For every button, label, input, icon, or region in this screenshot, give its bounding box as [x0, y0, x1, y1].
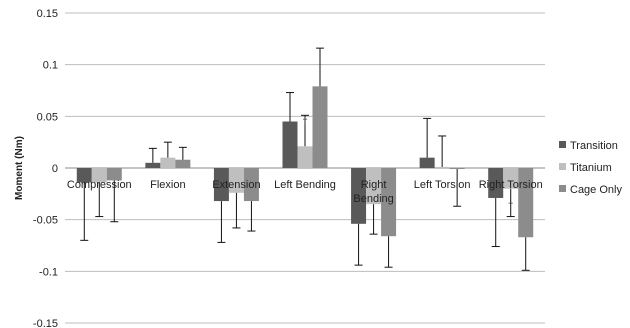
- bar: [366, 168, 382, 205]
- bar: [297, 146, 313, 168]
- annotations: ††: [302, 116, 513, 211]
- legend-swatch: [559, 185, 566, 192]
- y-tick-label: 0.05: [37, 111, 58, 123]
- bar: [76, 168, 92, 183]
- category-label: Left Bending: [274, 179, 336, 191]
- category-label: Extension: [212, 179, 260, 191]
- legend-swatch: [559, 141, 566, 148]
- y-tick-label: 0.1: [43, 60, 58, 72]
- category-label: Right: [361, 179, 387, 191]
- y-tick-label: 0: [52, 163, 58, 175]
- bar: [175, 159, 191, 168]
- bar: [434, 166, 450, 168]
- legend: Transition Titanium Cage Only: [559, 140, 622, 196]
- bar: [160, 157, 176, 168]
- bar: [91, 168, 107, 183]
- y-axis-title: Moment (Nm): [14, 136, 25, 200]
- category-label: Right Torsion: [479, 179, 543, 191]
- bar: [488, 168, 504, 198]
- y-tick-label: 0.15: [37, 8, 58, 20]
- bar: [243, 168, 259, 202]
- category-label: Left Torsion: [414, 179, 471, 191]
- error-bars: [80, 47, 530, 271]
- category-labels: Compression Flexion Extension Left Bending R…: [67, 179, 543, 205]
- category-label: Flexion: [150, 179, 185, 191]
- y-axis-tick-labels: -0.15 -0.1 -0.05 0 0.05 0.1 0.15: [33, 8, 58, 328]
- legend-swatch: [559, 163, 566, 170]
- y-tick-label: -0.05: [33, 215, 58, 227]
- category-label: Compression: [67, 179, 132, 191]
- bar: [518, 168, 534, 238]
- category-label: Bending: [353, 193, 393, 205]
- bar: [106, 168, 122, 181]
- bar: [228, 168, 244, 193]
- legend-label: Transition: [570, 140, 618, 152]
- y-tick-label: -0.1: [39, 266, 58, 278]
- bar: [282, 121, 298, 168]
- bar: [381, 168, 397, 237]
- dagger-annotation: †: [508, 201, 514, 212]
- y-tick-label: -0.15: [33, 318, 58, 328]
- legend-label: Cage Only: [570, 184, 622, 196]
- bar: [312, 86, 328, 168]
- bar: [503, 168, 519, 189]
- bar: [213, 168, 229, 202]
- bar: [419, 157, 435, 168]
- bar: [449, 168, 465, 170]
- bar: [145, 162, 161, 168]
- legend-label: Titanium: [570, 162, 612, 174]
- bar: [351, 168, 367, 224]
- dagger-annotation: †: [302, 116, 308, 127]
- bar-series: [76, 86, 534, 238]
